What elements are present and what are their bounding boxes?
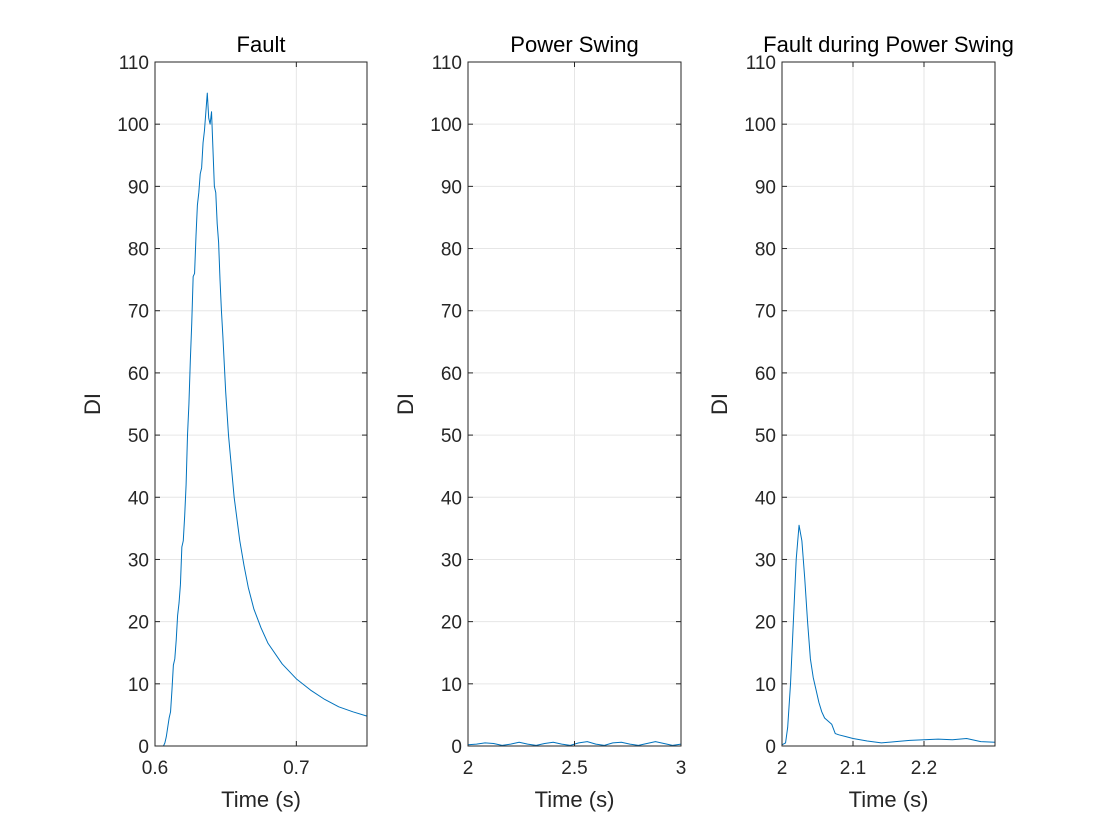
y-axis-label: DI	[80, 393, 105, 415]
y-tick-label: 20	[441, 613, 462, 634]
y-tick-label: 50	[441, 426, 462, 447]
plot-area	[155, 62, 367, 746]
subplot-1: 0 10 20 30 40 50 60 70 80 90 100 110 0.6 0.7 Time (s) D…	[80, 32, 368, 812]
y-axis-label: DI	[707, 393, 732, 415]
y-tick-label: 80	[441, 240, 462, 261]
y-tick-label: 100	[430, 115, 462, 136]
data-line-1	[155, 92, 368, 747]
y-tick-label: 100	[117, 115, 149, 136]
y-tick-label: 20	[755, 613, 776, 634]
y-tick-label: 70	[128, 302, 149, 323]
y-axis-label: DI	[393, 393, 418, 415]
data-line-1	[781, 524, 996, 746]
chart-title: Fault during Power Swing	[763, 32, 1014, 57]
chart-title: Fault	[237, 32, 286, 57]
y-tick-label: 10	[755, 675, 776, 696]
x-tick-label: 2	[777, 758, 788, 779]
y-tick-label: 90	[441, 177, 462, 198]
y-tick-label: 60	[128, 364, 149, 385]
y-tick-label: 70	[755, 302, 776, 323]
x-tick-label: 0.7	[283, 758, 309, 779]
y-tick-label: 60	[441, 364, 462, 385]
x-tick-label: 3	[676, 758, 687, 779]
x-axis-label: Time (s)	[535, 787, 615, 812]
x-tick-label: 2.1	[840, 758, 866, 779]
x-tick-label: 2	[463, 758, 474, 779]
axes-box	[781, 61, 996, 747]
x-axis-label: Time (s)	[849, 787, 929, 812]
y-tick-label: 30	[441, 550, 462, 571]
y-tick-label: 110	[746, 53, 776, 74]
y-tick-label: 70	[441, 302, 462, 323]
x-tick-label: 2.2	[911, 758, 937, 779]
y-tick-label: 0	[138, 737, 149, 758]
chart-title: Power Swing	[510, 32, 638, 57]
y-tick-label: 40	[441, 488, 462, 509]
subplot-2: 0 10 20 30 40 50 60 70 80 90 100 110 2 2.5 3 Time (s) DI…	[393, 32, 686, 812]
grid	[782, 62, 995, 746]
subplot-3: 0 10 20 30 40 50 60 70 80 90 100 110 2 2.1 2.2 Time (s)…	[707, 32, 1014, 812]
y-tick-label: 20	[128, 613, 149, 634]
y-tick-label: 50	[755, 426, 776, 447]
y-tick-label: 90	[128, 177, 149, 198]
y-tick-label: 40	[755, 488, 776, 509]
y-tick-label: 60	[755, 364, 776, 385]
y-tick-label: 40	[128, 488, 149, 509]
x-axis-label: Time (s)	[221, 787, 301, 812]
y-tick-label: 0	[765, 737, 776, 758]
y-tick-label: 80	[128, 240, 149, 261]
plot-area	[782, 62, 995, 746]
grid	[468, 62, 681, 746]
y-tick-label: 0	[451, 737, 462, 758]
y-tick-label: 100	[744, 115, 776, 136]
y-tick-label: 110	[432, 53, 462, 74]
x-tick-label: 2.5	[561, 758, 587, 779]
y-tick-label: 110	[119, 53, 149, 74]
y-tick-label: 30	[755, 550, 776, 571]
y-tick-label: 10	[128, 675, 149, 696]
y-tick-label: 50	[128, 426, 149, 447]
y-tick-label: 80	[755, 240, 776, 261]
x-tick-label: 0.6	[142, 758, 168, 779]
y-tick-label: 90	[755, 177, 776, 198]
axes-box	[154, 61, 368, 747]
y-tick-label: 10	[441, 675, 462, 696]
y-tick-label: 30	[128, 550, 149, 571]
